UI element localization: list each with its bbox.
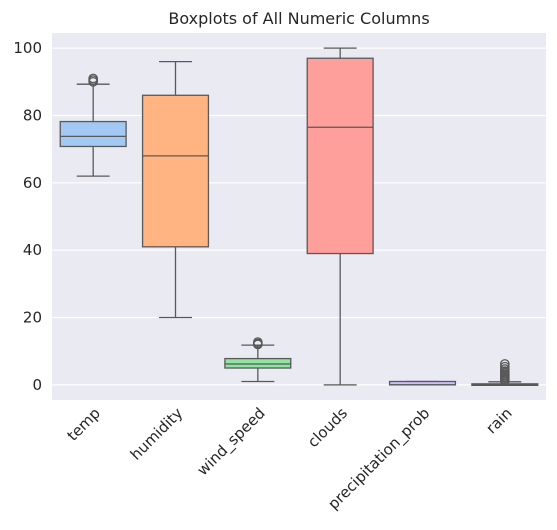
- iqr-box: [306, 57, 374, 255]
- outlier-point: [88, 73, 99, 84]
- y-axis-ticks: 0 20 40 60 80 100: [13, 39, 42, 394]
- box-clouds: [306, 47, 374, 386]
- boxes: [59, 47, 539, 386]
- y-tick-label: 20: [23, 309, 42, 327]
- box-wind_speed: [224, 337, 292, 383]
- grid-lines: [52, 47, 546, 386]
- x-tick-label: humidity: [127, 404, 187, 464]
- x-axis-ticks: temp humidity wind_speed cloudsprecipitatio…: [64, 404, 516, 514]
- box-precipitation_prob: [388, 380, 457, 386]
- box-rain: [471, 359, 539, 386]
- y-tick-label: 60: [23, 174, 42, 192]
- y-tick-label: 100: [13, 39, 42, 57]
- box-temp: [59, 73, 127, 177]
- outlier-point: [499, 361, 510, 372]
- chart-title: Boxplots of All Numeric Columns: [168, 9, 429, 28]
- x-tick-label: temp: [64, 404, 104, 444]
- y-tick-label: 80: [23, 106, 42, 124]
- x-tick-label: clouds: [304, 404, 351, 451]
- y-tick-label: 40: [23, 241, 42, 259]
- iqr-box: [141, 94, 210, 248]
- box-humidity: [141, 60, 210, 319]
- y-tick-label: 0: [32, 376, 42, 394]
- outlier-point: [499, 359, 510, 369]
- iqr-box: [59, 120, 127, 148]
- outlier-point: [252, 337, 263, 347]
- iqr-box: [224, 357, 292, 369]
- x-tick-label: rain: [482, 404, 515, 437]
- x-tick-label: wind_speed: [194, 404, 270, 480]
- plot-area: [52, 33, 546, 400]
